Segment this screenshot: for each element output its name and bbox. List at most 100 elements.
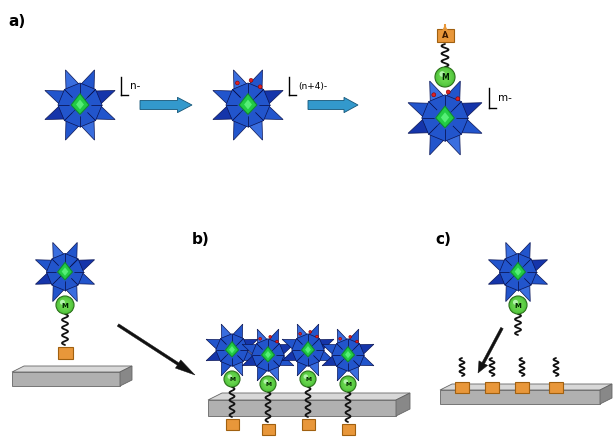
Polygon shape	[237, 356, 244, 361]
Circle shape	[227, 374, 237, 384]
Polygon shape	[435, 106, 454, 128]
Text: m-: m-	[498, 93, 512, 103]
Polygon shape	[232, 113, 240, 121]
Polygon shape	[530, 260, 547, 272]
Polygon shape	[248, 70, 263, 91]
Circle shape	[260, 376, 276, 392]
Text: M: M	[265, 382, 271, 387]
Polygon shape	[242, 344, 258, 355]
Polygon shape	[274, 360, 279, 367]
Polygon shape	[305, 346, 311, 353]
Circle shape	[342, 378, 354, 390]
Polygon shape	[331, 339, 364, 371]
Polygon shape	[80, 119, 95, 140]
FancyArrow shape	[478, 328, 503, 373]
Polygon shape	[213, 90, 234, 105]
Circle shape	[303, 374, 313, 384]
Circle shape	[309, 330, 312, 333]
Polygon shape	[308, 324, 319, 340]
Polygon shape	[65, 113, 73, 121]
Polygon shape	[71, 259, 78, 266]
Polygon shape	[301, 342, 314, 357]
Bar	[437, 28, 453, 41]
Bar	[455, 381, 469, 392]
Polygon shape	[65, 70, 80, 91]
Text: M: M	[62, 303, 68, 309]
Polygon shape	[240, 89, 264, 113]
Polygon shape	[71, 278, 78, 285]
Circle shape	[259, 337, 261, 340]
Polygon shape	[77, 260, 95, 272]
Polygon shape	[239, 93, 257, 114]
Polygon shape	[505, 259, 512, 266]
Polygon shape	[221, 324, 232, 340]
Polygon shape	[77, 272, 95, 284]
Polygon shape	[408, 103, 430, 118]
Polygon shape	[65, 89, 73, 97]
Circle shape	[511, 298, 525, 312]
Polygon shape	[234, 119, 248, 140]
Polygon shape	[206, 350, 221, 361]
Polygon shape	[71, 278, 78, 285]
Polygon shape	[252, 339, 284, 371]
Polygon shape	[506, 243, 518, 260]
Polygon shape	[512, 259, 531, 278]
Text: M: M	[305, 377, 311, 382]
Polygon shape	[237, 356, 244, 361]
Bar	[485, 381, 499, 392]
Polygon shape	[94, 105, 115, 120]
Polygon shape	[226, 83, 270, 127]
Polygon shape	[242, 339, 258, 350]
Polygon shape	[36, 260, 54, 272]
Polygon shape	[510, 263, 525, 280]
Polygon shape	[445, 81, 460, 103]
Circle shape	[344, 379, 348, 384]
Polygon shape	[505, 278, 512, 285]
Polygon shape	[265, 351, 271, 358]
Polygon shape	[242, 355, 258, 366]
Polygon shape	[292, 334, 324, 366]
Circle shape	[355, 340, 359, 343]
Polygon shape	[314, 356, 319, 361]
Polygon shape	[530, 272, 547, 284]
Circle shape	[262, 378, 274, 390]
Circle shape	[513, 300, 518, 305]
Polygon shape	[229, 346, 235, 353]
FancyArrow shape	[117, 324, 195, 375]
Polygon shape	[237, 339, 244, 344]
Polygon shape	[221, 356, 226, 361]
Circle shape	[300, 371, 316, 387]
Polygon shape	[453, 126, 461, 134]
Polygon shape	[232, 89, 240, 97]
Circle shape	[224, 371, 240, 387]
Circle shape	[58, 298, 72, 312]
Polygon shape	[322, 344, 338, 355]
Circle shape	[509, 296, 527, 314]
Polygon shape	[242, 350, 258, 361]
Text: M: M	[441, 73, 449, 82]
Polygon shape	[348, 329, 359, 345]
Polygon shape	[36, 272, 54, 284]
Polygon shape	[429, 101, 437, 110]
Circle shape	[261, 377, 275, 391]
Text: (n+4)-: (n+4)-	[298, 81, 327, 90]
Polygon shape	[87, 113, 95, 121]
Polygon shape	[408, 118, 430, 134]
Bar	[549, 381, 563, 392]
Polygon shape	[296, 339, 303, 344]
Polygon shape	[76, 100, 84, 109]
Polygon shape	[255, 113, 264, 121]
Circle shape	[339, 337, 341, 340]
Polygon shape	[244, 100, 252, 109]
Polygon shape	[226, 342, 239, 357]
Circle shape	[304, 374, 308, 379]
Polygon shape	[256, 344, 263, 349]
Circle shape	[57, 297, 73, 313]
Polygon shape	[58, 263, 73, 280]
Polygon shape	[65, 89, 73, 97]
Polygon shape	[256, 360, 263, 367]
Bar	[226, 418, 239, 429]
Polygon shape	[453, 101, 461, 110]
Polygon shape	[65, 243, 77, 260]
Text: c): c)	[435, 232, 451, 247]
